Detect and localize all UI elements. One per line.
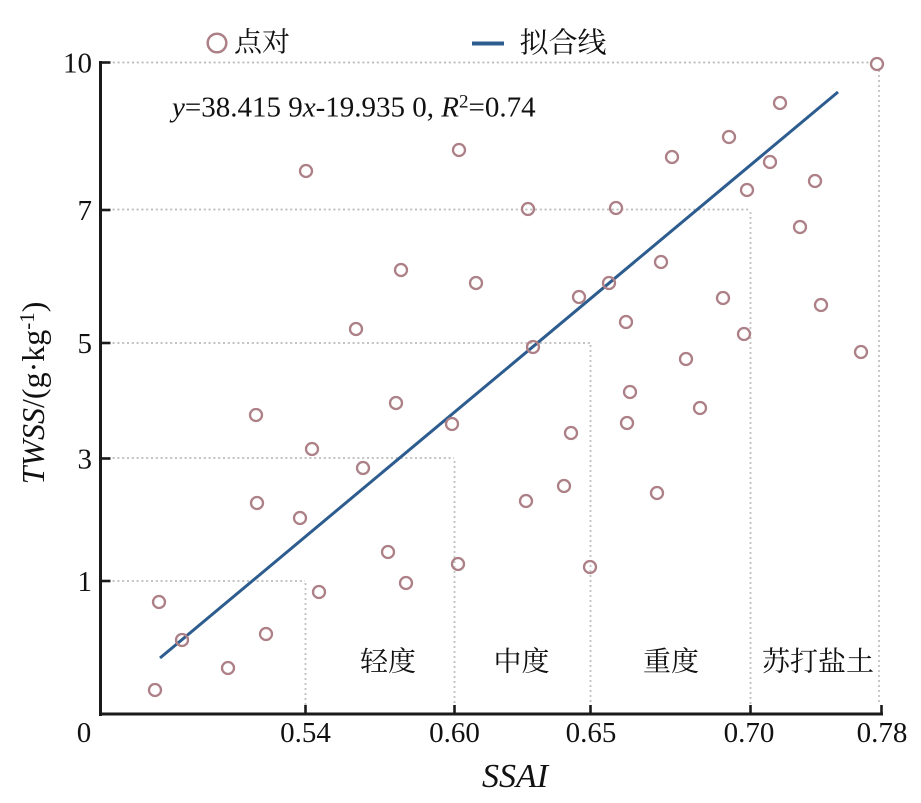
svg-text:y=38.415 9x-19.935 0, R2=0.74: y=38.415 9x-19.935 0, R2=0.74: [169, 92, 536, 124]
svg-text:0.54: 0.54: [280, 717, 331, 749]
svg-text:0: 0: [77, 717, 92, 749]
svg-text:0.78: 0.78: [857, 717, 908, 749]
svg-text:0.65: 0.65: [566, 717, 617, 749]
svg-text:SSAI: SSAI: [482, 758, 550, 795]
svg-text:10: 10: [63, 48, 92, 80]
svg-text:0.60: 0.60: [429, 717, 480, 749]
svg-text:TWSS/(g·kg-1): TWSS/(g·kg-1): [15, 302, 51, 485]
svg-text:1: 1: [78, 566, 93, 598]
svg-text:3: 3: [78, 444, 93, 476]
svg-text:5: 5: [78, 328, 93, 360]
svg-text:7: 7: [78, 195, 93, 227]
svg-text:0.70: 0.70: [724, 717, 775, 749]
